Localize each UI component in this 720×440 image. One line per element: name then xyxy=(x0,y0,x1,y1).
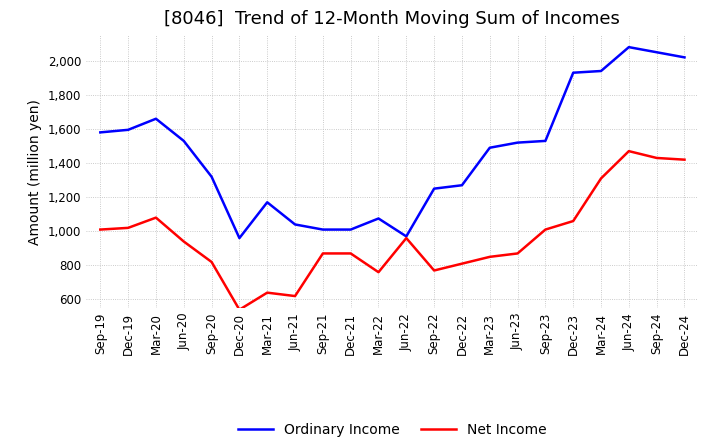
Ordinary Income xyxy=(402,234,410,239)
Ordinary Income xyxy=(207,174,216,180)
Net Income xyxy=(597,176,606,181)
Ordinary Income xyxy=(624,44,633,50)
Y-axis label: Amount (million yen): Amount (million yen) xyxy=(29,99,42,245)
Net Income xyxy=(458,261,467,266)
Net Income xyxy=(652,155,661,161)
Ordinary Income xyxy=(152,116,161,121)
Ordinary Income xyxy=(430,186,438,191)
Net Income xyxy=(624,149,633,154)
Ordinary Income xyxy=(485,145,494,150)
Line: Ordinary Income: Ordinary Income xyxy=(100,47,685,238)
Ordinary Income xyxy=(541,138,550,143)
Net Income xyxy=(485,254,494,260)
Net Income xyxy=(569,218,577,224)
Net Income xyxy=(346,251,355,256)
Title: [8046]  Trend of 12-Month Moving Sum of Incomes: [8046] Trend of 12-Month Moving Sum of I… xyxy=(164,10,621,28)
Ordinary Income xyxy=(96,130,104,135)
Net Income xyxy=(152,215,161,220)
Net Income xyxy=(263,290,271,295)
Ordinary Income xyxy=(124,127,132,132)
Ordinary Income xyxy=(597,68,606,73)
Ordinary Income xyxy=(291,222,300,227)
Net Income xyxy=(430,268,438,273)
Ordinary Income xyxy=(179,138,188,143)
Ordinary Income xyxy=(513,140,522,145)
Net Income xyxy=(541,227,550,232)
Ordinary Income xyxy=(652,50,661,55)
Ordinary Income xyxy=(263,200,271,205)
Net Income xyxy=(513,251,522,256)
Ordinary Income xyxy=(458,183,467,188)
Ordinary Income xyxy=(569,70,577,75)
Legend: Ordinary Income, Net Income: Ordinary Income, Net Income xyxy=(233,418,552,440)
Line: Net Income: Net Income xyxy=(100,151,685,310)
Net Income xyxy=(96,227,104,232)
Ordinary Income xyxy=(374,216,383,221)
Net Income xyxy=(207,259,216,264)
Net Income xyxy=(124,225,132,231)
Net Income xyxy=(291,293,300,299)
Ordinary Income xyxy=(235,235,243,241)
Ordinary Income xyxy=(318,227,327,232)
Ordinary Income xyxy=(680,55,689,60)
Net Income xyxy=(235,307,243,312)
Ordinary Income xyxy=(346,227,355,232)
Net Income xyxy=(318,251,327,256)
Net Income xyxy=(402,235,410,241)
Net Income xyxy=(680,157,689,162)
Net Income xyxy=(374,270,383,275)
Net Income xyxy=(179,239,188,244)
